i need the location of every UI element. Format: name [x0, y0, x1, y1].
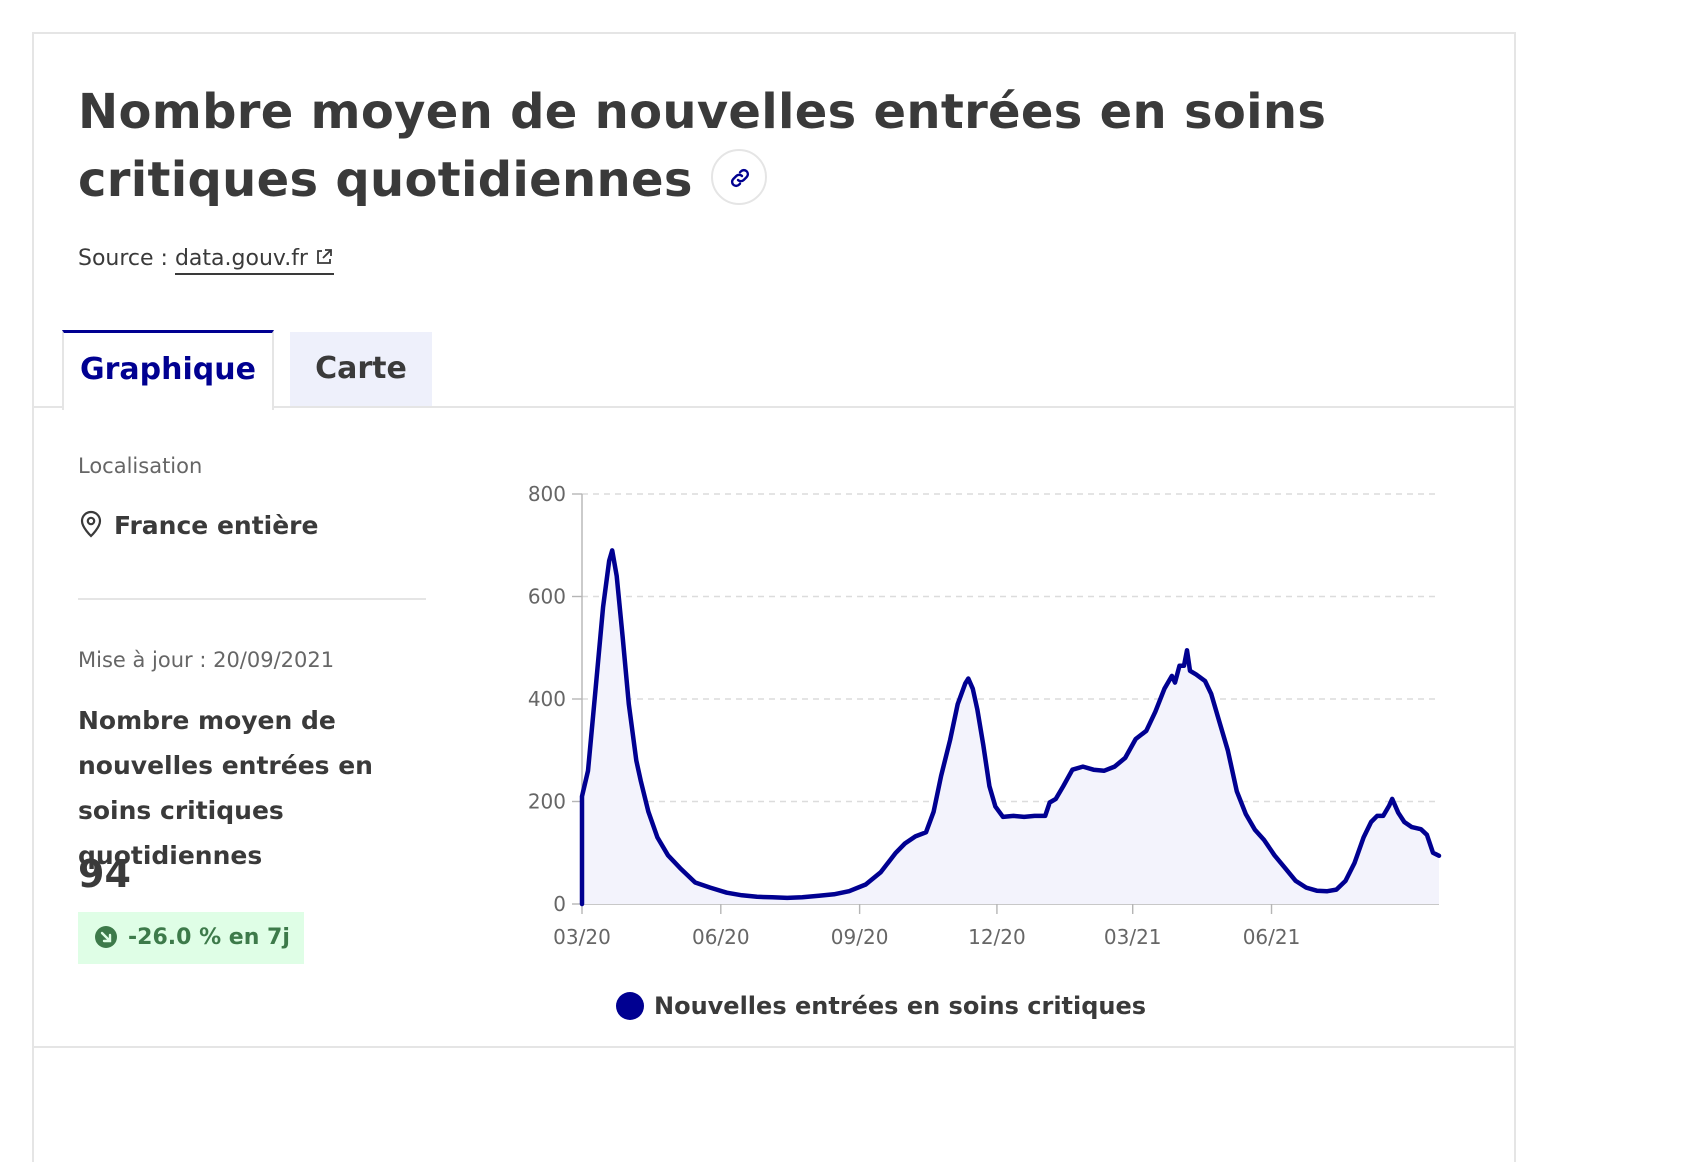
trend-badge: -26.0 % en 7j	[78, 912, 304, 964]
location-selector[interactable]: France entière	[78, 510, 318, 540]
x-tick-label-06-21: 06/21	[1243, 925, 1301, 949]
tab-graphique[interactable]: Graphique	[62, 330, 274, 410]
y-tick-label-400: 400	[528, 687, 566, 711]
x-tick-label-06-20: 06/20	[692, 925, 750, 949]
page-title: Nombre moyen de nouvelles entrées en soi…	[78, 78, 1498, 214]
tabs-divider	[34, 406, 1514, 408]
arrow-down-right-icon	[95, 926, 117, 948]
link-icon	[730, 168, 749, 188]
source-link-text: data.gouv.fr	[174, 246, 308, 271]
legend-marker	[616, 992, 644, 1020]
location-value: France entière	[114, 511, 319, 540]
indicator-name: Nombre moyen de nouvelles entrées en soi…	[78, 706, 373, 870]
trend-text: -26.0 % en 7j	[128, 925, 290, 950]
indicator-card: Nombre moyen de nouvelles entrées en soi…	[32, 32, 1516, 1162]
x-tick-label-03-21: 03/21	[1104, 925, 1162, 949]
copy-link-button[interactable]	[710, 149, 767, 205]
x-tick-label-09-20: 09/20	[831, 925, 889, 949]
update-date: Mise à jour : 20/09/2021	[78, 648, 335, 672]
source-link[interactable]: data.gouv.fr	[174, 246, 334, 275]
series-line	[579, 548, 1442, 907]
sidebar-divider	[78, 598, 426, 600]
series-area	[582, 550, 1439, 904]
y-tick-label-0: 0	[553, 892, 566, 916]
map-pin-icon	[80, 510, 102, 538]
x-tick-label-12-20: 12/20	[968, 925, 1026, 949]
location-label: Localisation	[78, 454, 203, 478]
source-label: Source :	[78, 246, 168, 271]
card-footer-divider	[34, 1046, 1514, 1048]
y-tick-label-600: 600	[528, 585, 566, 609]
source-line: Source : data.gouv.fr	[78, 246, 334, 275]
external-link-icon	[317, 249, 332, 264]
y-tick-label-200: 200	[528, 790, 566, 814]
tab-carte[interactable]: Carte	[290, 332, 432, 407]
y-tick-label-800: 800	[528, 482, 566, 506]
line-chart: 0 200 400 600 800 03/20 06/20 09/20 12/20 03/21 06…	[528, 482, 1442, 1020]
x-tick-label-03-20: 03/20	[553, 925, 611, 949]
page-title-text: Nombre moyen de nouvelles entrées en soi…	[78, 84, 1327, 208]
legend-label: Nouvelles entrées en soins critiques	[654, 992, 1146, 1020]
indicator-value: 94	[78, 852, 131, 896]
